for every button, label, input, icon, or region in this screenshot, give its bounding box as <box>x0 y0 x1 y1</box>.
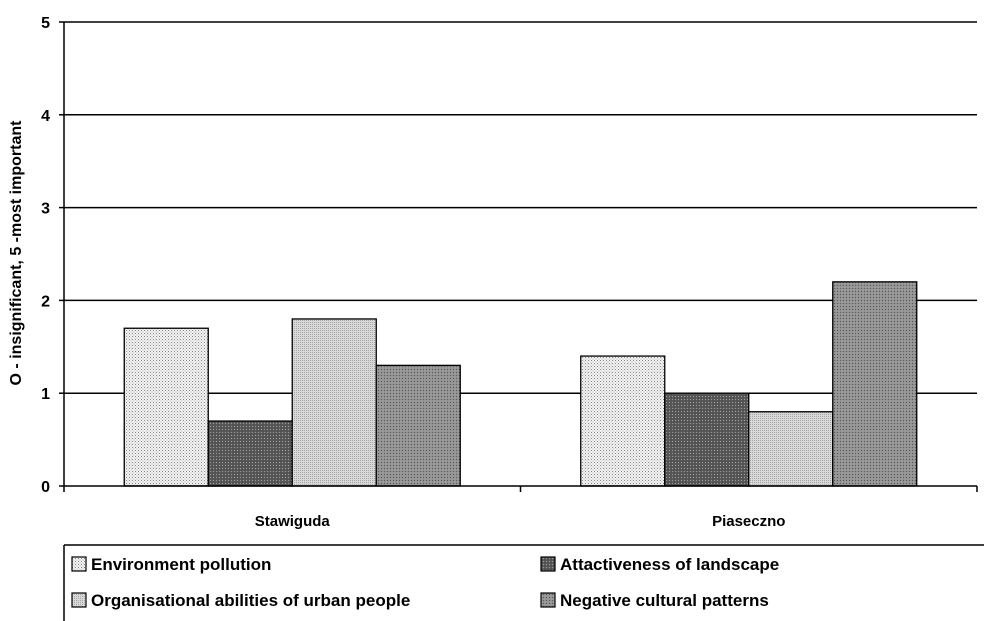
legend-swatch <box>540 556 556 572</box>
y-tick-label: 3 <box>41 201 50 218</box>
legend-swatch <box>540 592 556 608</box>
x-tick-label: Stawiguda <box>255 513 331 530</box>
bar-attactiveness-of-landscape-piaseczno <box>664 392 750 487</box>
bar-organisational-abilities-of-urban-people-stawiguda <box>291 318 377 487</box>
legend-label: Attactiveness of landscape <box>560 555 779 574</box>
gridlines <box>64 21 977 394</box>
x-tick-label: Piaseczno <box>712 513 785 530</box>
y-tick-label: 0 <box>41 479 50 496</box>
legend: Environment pollution Attactiveness of la… <box>63 544 984 621</box>
bar-environment-pollution-piaseczno <box>580 355 666 487</box>
y-tick-label: 5 <box>41 15 50 32</box>
y-tick-label: 2 <box>41 293 50 310</box>
y-tick-labels: 0 1 2 3 4 5 <box>41 15 50 496</box>
bar-negative-cultural-patterns-piaseczno <box>832 281 918 487</box>
y-tick-label: 4 <box>41 108 50 125</box>
legend-label: Organisational abilities of urban people <box>91 591 410 610</box>
bar-negative-cultural-patterns-stawiguda <box>375 364 461 487</box>
bars <box>123 281 918 487</box>
y-tick-label: 1 <box>41 386 50 403</box>
legend-label: Negative cultural patterns <box>560 591 769 610</box>
bar-environment-pollution-stawiguda <box>123 327 209 487</box>
axes <box>59 21 978 492</box>
legend-label: Environment pollution <box>91 555 271 574</box>
plot-area: 0 1 2 3 4 5 Stawiguda Piaseczno <box>41 15 978 530</box>
y-axis-title: O - insignificant, 5 -most important <box>8 120 25 386</box>
x-tick-labels: Stawiguda Piaseczno <box>255 513 786 530</box>
bar-attactiveness-of-landscape-stawiguda <box>207 420 293 487</box>
bar-organisational-abilities-of-urban-people-piaseczno <box>748 411 834 487</box>
legend-swatch <box>71 556 87 572</box>
legend-swatch <box>71 592 87 608</box>
